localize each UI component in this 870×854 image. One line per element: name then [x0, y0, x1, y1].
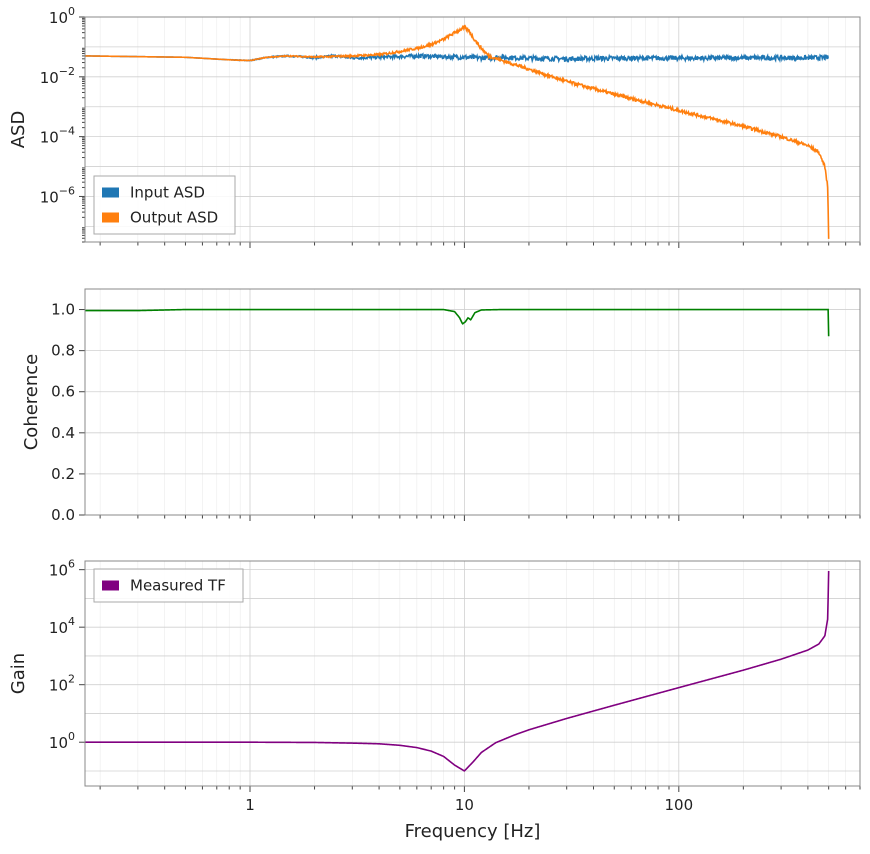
- gain-x-tick-label: 10: [455, 796, 474, 814]
- coherence-y-tick-label: 0.0: [51, 506, 75, 524]
- gain-panel: 106 104 102 100 Gain 1 10 100 Frequency [Hz] Meas…: [8, 558, 861, 842]
- coherence-y-tick-label: 1.0: [51, 301, 75, 319]
- asd-y-tick-label: 10−2: [40, 65, 75, 87]
- coherence-frame: [84, 288, 861, 516]
- asd-frame: [84, 16, 861, 243]
- coherence-y-tick-label: 0.2: [51, 465, 75, 483]
- gain-frame: [84, 560, 861, 787]
- gain-y-tick-label: 100: [49, 730, 75, 752]
- coherence-panel: 0.0 0.2 0.4 0.6 0.8 1.0 Coherence: [21, 288, 861, 524]
- gain-y-tick-label: 106: [49, 558, 75, 580]
- asd-y-axis-label: ASD: [8, 111, 29, 149]
- x-axis-label: Frequency [Hz]: [405, 821, 541, 842]
- asd-legend-swatch: [102, 212, 119, 223]
- coherence-y-tick-label: 0.4: [51, 424, 75, 442]
- asd-legend-swatch: [102, 187, 119, 198]
- gain-legend-swatch: [102, 580, 119, 591]
- gain-legend-label: Measured TF: [130, 577, 226, 595]
- asd-y-tick-label: 10−4: [40, 125, 75, 147]
- coherence-y-axis-label: Coherence: [21, 354, 42, 451]
- coherence-y-tick-label: 0.6: [51, 383, 75, 401]
- gain-y-tick-label: 102: [49, 673, 75, 695]
- asd-panel: 100 10−2 10−4 10−6 ASD Input ASD Output ASD: [8, 5, 861, 248]
- gain-series-1-line: [85, 570, 830, 772]
- gain-x-tick-label: 100: [664, 796, 693, 814]
- coherence-series-1-line: [85, 308, 830, 337]
- asd-legend-label: Input ASD: [130, 184, 205, 202]
- gain-y-axis-label: Gain: [8, 653, 29, 694]
- asd-legend-box: [93, 175, 236, 235]
- asd-y-tick-label: 10−6: [40, 184, 75, 206]
- coherence-y-tick-label: 0.8: [51, 342, 75, 360]
- gain-x-tick-label: 1: [245, 796, 255, 814]
- gain-y-tick-label: 104: [49, 615, 75, 637]
- asd-y-tick-label: 100: [49, 5, 75, 27]
- asd-series-2-line: [85, 24, 830, 239]
- asd-legend-label: Output ASD: [130, 209, 218, 227]
